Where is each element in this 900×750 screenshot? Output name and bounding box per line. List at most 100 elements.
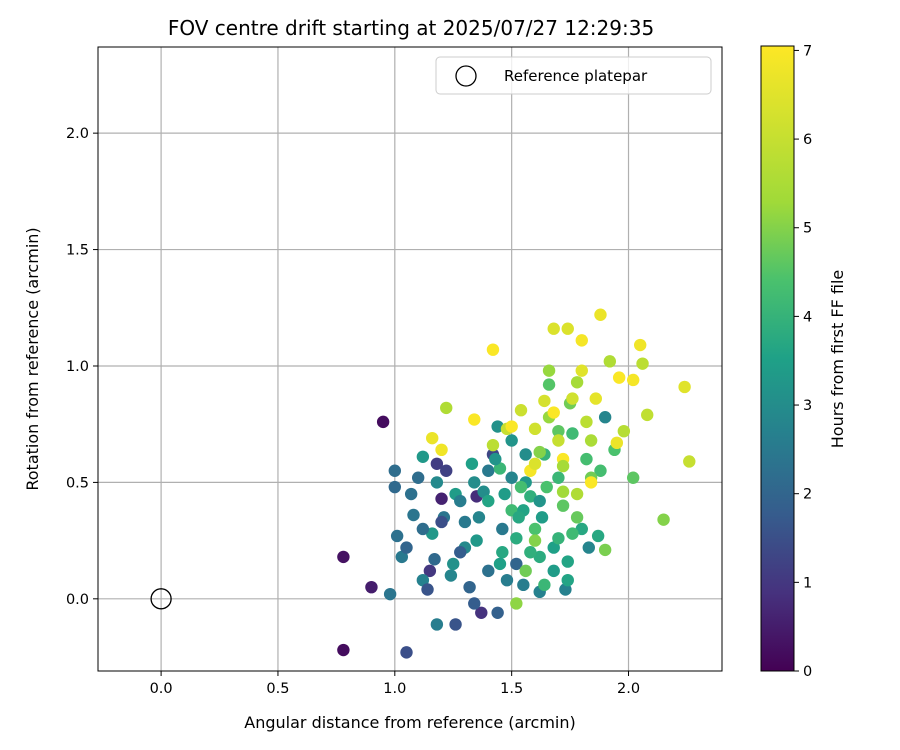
colorbar-ticks: 0 1 2 3 4 5 6 7 bbox=[794, 43, 812, 680]
data-point bbox=[594, 308, 607, 321]
data-point bbox=[493, 557, 507, 571]
data-point bbox=[475, 606, 488, 619]
data-point bbox=[482, 494, 495, 508]
data-point bbox=[570, 487, 584, 501]
data-point bbox=[400, 541, 413, 554]
data-point bbox=[528, 422, 542, 436]
data-point bbox=[589, 392, 602, 405]
data-point bbox=[552, 471, 565, 484]
data-point bbox=[678, 380, 691, 394]
x-axis-ticks: 0.0 0.5 1.0 1.5 2.0 bbox=[150, 671, 640, 697]
x-tick-label: 1.0 bbox=[383, 681, 406, 697]
data-point bbox=[542, 378, 556, 391]
data-point bbox=[411, 471, 425, 484]
data-point bbox=[612, 371, 626, 384]
data-point bbox=[454, 546, 467, 559]
x-axis-label: Angular distance from reference (arcmin) bbox=[244, 713, 575, 732]
data-point bbox=[533, 550, 546, 564]
data-point bbox=[566, 527, 579, 540]
data-point bbox=[337, 643, 350, 657]
data-point bbox=[552, 434, 565, 447]
data-point bbox=[426, 527, 439, 540]
data-point bbox=[524, 490, 537, 503]
x-tick-label: 2.0 bbox=[617, 681, 640, 697]
data-point bbox=[390, 529, 404, 543]
data-point bbox=[566, 427, 579, 440]
data-point bbox=[603, 355, 617, 368]
colorbar-tick-label: 0 bbox=[803, 664, 812, 680]
data-point bbox=[524, 546, 537, 559]
data-point bbox=[435, 492, 448, 505]
data-point bbox=[430, 618, 444, 631]
data-point bbox=[584, 476, 598, 489]
data-point bbox=[486, 343, 500, 356]
data-point bbox=[468, 597, 481, 610]
grid-lines bbox=[98, 47, 722, 671]
data-point bbox=[610, 436, 624, 450]
data-point bbox=[547, 322, 560, 335]
data-point bbox=[423, 564, 437, 578]
data-point bbox=[388, 480, 402, 494]
data-point bbox=[465, 457, 479, 470]
data-point bbox=[561, 573, 574, 587]
data-point bbox=[470, 534, 483, 547]
reference-marker bbox=[150, 588, 172, 610]
data-point bbox=[463, 580, 476, 594]
data-point bbox=[566, 392, 579, 405]
data-point bbox=[468, 413, 481, 426]
y-axis-ticks: 0.0 0.5 1.0 1.5 2.0 bbox=[66, 126, 98, 608]
data-point bbox=[416, 522, 430, 536]
data-point bbox=[538, 578, 551, 592]
data-point bbox=[533, 445, 546, 459]
data-point bbox=[598, 543, 612, 557]
data-point bbox=[519, 564, 532, 578]
data-point bbox=[482, 464, 495, 477]
data-point bbox=[430, 457, 444, 470]
data-points bbox=[337, 308, 696, 659]
data-point bbox=[388, 464, 402, 477]
data-point bbox=[395, 550, 409, 564]
data-point bbox=[454, 494, 467, 508]
data-point bbox=[547, 406, 560, 419]
data-point bbox=[447, 557, 460, 571]
data-point bbox=[493, 462, 507, 475]
colorbar-tick-label: 5 bbox=[803, 221, 812, 237]
data-point bbox=[482, 564, 495, 578]
data-point bbox=[547, 541, 560, 554]
colorbar-tick-label: 1 bbox=[803, 575, 812, 591]
y-tick-label: 1.5 bbox=[66, 243, 89, 259]
data-point bbox=[528, 457, 542, 470]
data-point bbox=[556, 485, 570, 498]
plot-frame bbox=[97, 46, 723, 672]
y-tick-label: 2.0 bbox=[66, 126, 89, 142]
data-point bbox=[538, 394, 551, 408]
data-point bbox=[510, 557, 523, 571]
colorbar-tick-label: 3 bbox=[803, 398, 812, 414]
colorbar-tick-label: 2 bbox=[803, 487, 812, 503]
data-point bbox=[383, 587, 397, 601]
data-point bbox=[430, 476, 444, 489]
data-point bbox=[533, 494, 546, 508]
data-point bbox=[580, 452, 593, 466]
data-point bbox=[552, 532, 565, 545]
data-point bbox=[626, 471, 640, 484]
data-point bbox=[580, 415, 593, 429]
data-point bbox=[428, 553, 441, 566]
y-axis-label: Rotation from reference (arcmin) bbox=[23, 227, 42, 490]
data-point bbox=[449, 618, 462, 631]
x-tick-label: 0.5 bbox=[266, 681, 289, 697]
data-point bbox=[535, 511, 549, 524]
reference-point bbox=[150, 588, 172, 610]
legend-label: Reference platepar bbox=[504, 67, 648, 85]
data-point bbox=[376, 415, 390, 429]
data-point bbox=[505, 471, 518, 484]
data-point bbox=[575, 522, 588, 536]
data-point bbox=[416, 450, 430, 463]
data-point bbox=[486, 438, 500, 452]
data-point bbox=[556, 459, 570, 473]
data-point bbox=[510, 532, 523, 545]
data-point bbox=[570, 376, 584, 389]
data-point bbox=[491, 420, 504, 433]
data-point bbox=[514, 480, 528, 494]
x-tick-label: 0.0 bbox=[150, 681, 173, 697]
